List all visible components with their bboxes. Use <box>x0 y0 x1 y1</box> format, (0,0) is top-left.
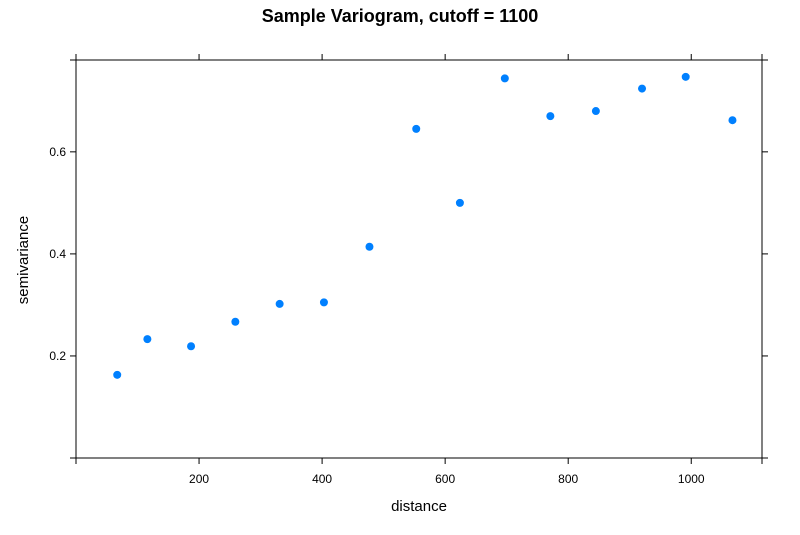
data-point-1 <box>143 335 152 344</box>
data-point-0 <box>113 370 122 379</box>
x-axis-ticks: 200 400 600 800 1000 <box>75 54 763 486</box>
data-point-11 <box>591 107 600 116</box>
data-point-9 <box>500 74 509 83</box>
data-point-8 <box>455 198 464 207</box>
x-tick-label: 200 <box>189 472 209 486</box>
data-point-13 <box>681 72 690 81</box>
data-points <box>113 72 737 379</box>
x-axis-label: distance <box>391 498 447 515</box>
data-point-10 <box>546 112 555 121</box>
x-tick-label: 800 <box>558 472 578 486</box>
data-point-4 <box>275 299 284 308</box>
plot-frame <box>75 59 763 459</box>
data-point-7 <box>412 124 421 133</box>
y-axis-ticks: 0.2 0.4 0.6 <box>49 59 768 459</box>
data-point-14 <box>728 116 737 125</box>
data-point-6 <box>365 242 374 251</box>
data-point-3 <box>231 317 240 326</box>
x-tick-label: 600 <box>435 472 455 486</box>
x-tick-label: 400 <box>312 472 332 486</box>
y-axis-label: semivariance <box>15 216 32 304</box>
x-tick-label: 1000 <box>678 472 705 486</box>
y-tick-label: 0.2 <box>49 349 66 363</box>
data-point-2 <box>187 342 196 351</box>
data-point-12 <box>638 84 647 93</box>
y-tick-label: 0.6 <box>49 145 66 159</box>
y-tick-label: 0.4 <box>49 247 66 261</box>
chart-title: Sample Variogram, cutoff = 1100 <box>262 6 539 26</box>
data-point-5 <box>319 298 328 307</box>
